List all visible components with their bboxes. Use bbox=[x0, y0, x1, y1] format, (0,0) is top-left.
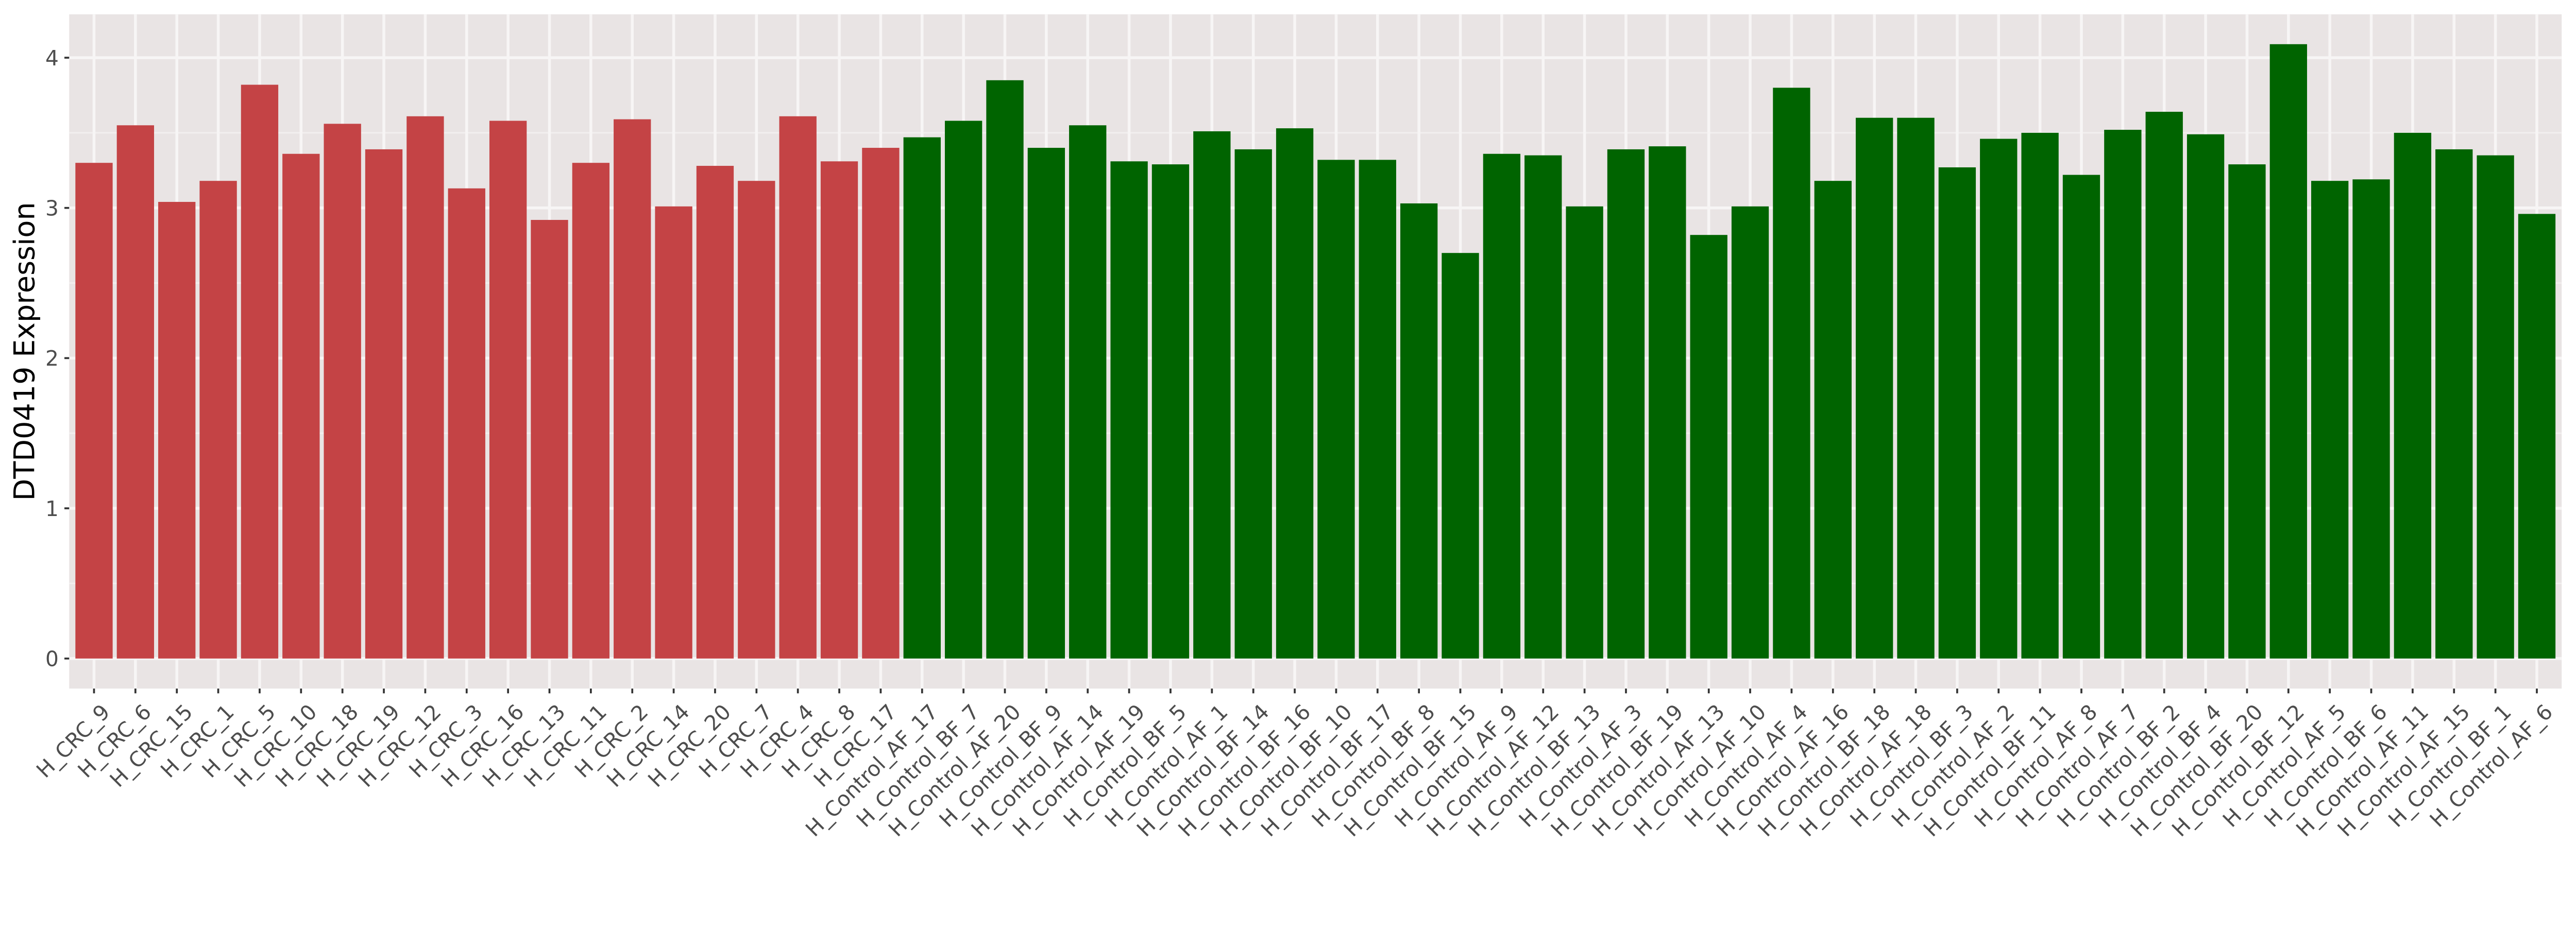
bar-H_Control_AF_11 bbox=[2394, 132, 2432, 659]
bar-H_Control_AF_6 bbox=[2518, 214, 2556, 659]
bar-H_CRC_19 bbox=[365, 149, 403, 659]
bar-H_CRC_2 bbox=[614, 119, 651, 659]
bar-H_CRC_13 bbox=[531, 220, 568, 659]
bar-H_CRC_8 bbox=[820, 161, 858, 659]
bar-H_CRC_9 bbox=[75, 163, 113, 659]
bar-H_CRC_15 bbox=[158, 202, 196, 659]
bar-H_Control_BF_7 bbox=[944, 121, 982, 659]
bar-H_Control_BF_3 bbox=[1938, 167, 1976, 659]
y-tick-label: 0 bbox=[45, 647, 59, 672]
bar-H_Control_BF_6 bbox=[2352, 179, 2390, 659]
bar-H_Control_AF_3 bbox=[1607, 149, 1645, 659]
bar-H_CRC_11 bbox=[572, 163, 610, 659]
bar-H_CRC_17 bbox=[862, 148, 900, 659]
bar-H_Control_BF_14 bbox=[1234, 149, 1272, 659]
bar-H_Control_AF_15 bbox=[2435, 149, 2473, 659]
bar-H_Control_AF_2 bbox=[1980, 139, 2018, 659]
bar-H_Control_AF_18 bbox=[1897, 117, 1935, 659]
bar-H_Control_AF_19 bbox=[1110, 161, 1148, 659]
y-tick-label: 4 bbox=[45, 46, 59, 71]
bar-H_CRC_16 bbox=[489, 121, 527, 659]
bar-H_Control_BF_20 bbox=[2228, 164, 2266, 659]
bar-H_Control_BF_9 bbox=[1027, 148, 1065, 659]
y-tick-label: 1 bbox=[45, 496, 59, 521]
bar-H_Control_AF_13 bbox=[1690, 235, 1727, 659]
bar-H_CRC_1 bbox=[199, 181, 237, 659]
bar-H_Control_BF_18 bbox=[1855, 117, 1893, 659]
bar-H_CRC_3 bbox=[448, 188, 485, 659]
bar-H_Control_BF_16 bbox=[1276, 128, 1314, 659]
bar-H_CRC_10 bbox=[282, 153, 320, 659]
bar-H_Control_AF_10 bbox=[1731, 206, 1769, 659]
bar-H_CRC_12 bbox=[406, 116, 444, 659]
y-axis-title: DTD0419 Expression bbox=[8, 202, 42, 501]
bar-H_Control_AF_20 bbox=[986, 80, 1024, 659]
bar-H_Control_BF_5 bbox=[1151, 164, 1190, 659]
bar-H_Control_BF_13 bbox=[1566, 206, 1603, 659]
bar-H_CRC_18 bbox=[324, 124, 361, 659]
bar-H_Control_BF_17 bbox=[1359, 160, 1396, 659]
bar-H_Control_AF_8 bbox=[2062, 175, 2100, 659]
bar-H_Control_AF_1 bbox=[1193, 131, 1231, 659]
bar-H_Control_BF_15 bbox=[1442, 253, 1479, 659]
bar-H_Control_BF_1 bbox=[2477, 155, 2514, 659]
bar-H_Control_AF_12 bbox=[1524, 155, 1562, 659]
bar-H_Control_AF_17 bbox=[903, 137, 941, 659]
bar-H_CRC_20 bbox=[696, 166, 734, 659]
bar-H_CRC_14 bbox=[655, 206, 692, 659]
bar-H_CRC_7 bbox=[738, 181, 775, 659]
bar-H_Control_BF_8 bbox=[1400, 203, 1438, 659]
bar-H_Control_AF_16 bbox=[1814, 181, 1852, 659]
bar-H_Control_AF_7 bbox=[2104, 130, 2142, 659]
bar-H_Control_BF_4 bbox=[2187, 134, 2225, 659]
y-tick-label: 3 bbox=[45, 196, 59, 221]
bar-H_Control_BF_11 bbox=[2021, 132, 2059, 659]
bar-H_CRC_6 bbox=[116, 125, 155, 659]
bar-H_CRC_4 bbox=[779, 116, 817, 659]
bar-H_CRC_5 bbox=[241, 84, 279, 659]
bar-H_Control_AF_4 bbox=[1773, 88, 1810, 659]
bar-H_Control_AF_5 bbox=[2311, 181, 2349, 659]
bar-H_Control_BF_10 bbox=[1317, 160, 1355, 659]
bar-H_Control_BF_2 bbox=[2145, 112, 2183, 659]
bar-H_Control_AF_14 bbox=[1069, 125, 1107, 659]
bar-H_Control_BF_12 bbox=[2269, 44, 2307, 659]
y-tick-label: 2 bbox=[45, 346, 59, 371]
bar-H_Control_BF_19 bbox=[1649, 146, 1686, 659]
bar-H_Control_AF_9 bbox=[1483, 153, 1521, 659]
